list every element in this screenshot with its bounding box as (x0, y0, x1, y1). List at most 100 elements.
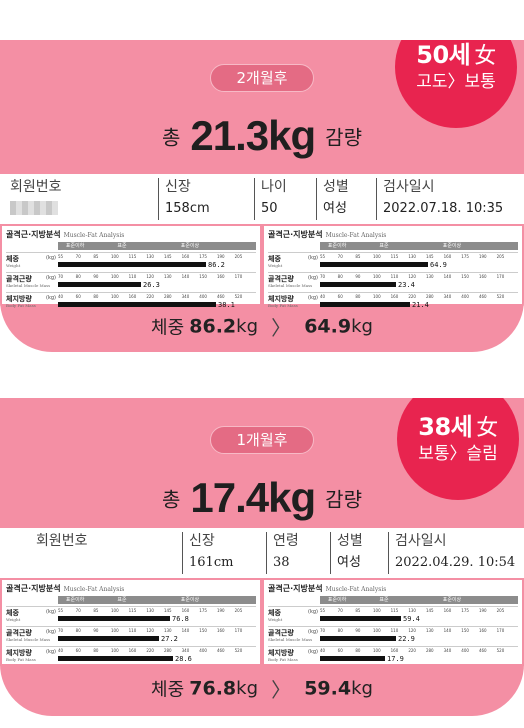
scale-tick: 460 (216, 648, 225, 653)
metric-scale: 70 80 90 100 110 120 130 140 150 160 170 (320, 628, 512, 634)
metric-row: 체중 Weight (kg) 55 70 85 100 115 130 145 160 175 190 2… (268, 252, 518, 272)
metric-name-en: Skeletal Muscle Mass (268, 283, 313, 288)
scale-tick: 150 (461, 274, 469, 279)
metric-name-en: Weight (6, 617, 21, 622)
date-value: 2022.04.29. 10:54 (395, 555, 516, 570)
metric-name: 체중 (268, 255, 281, 263)
metric-bar (320, 282, 396, 287)
scale-tick: 90 (355, 628, 361, 633)
scale-tick: 100 (372, 294, 381, 299)
height-value: 158cm (165, 201, 210, 216)
sex-symbol: 女 (474, 44, 496, 69)
scale-tick: 340 (443, 294, 452, 299)
analysis-title-ko: 골격근·지방분석 (268, 230, 323, 239)
result-card-2: 1개월후 38세 女 보통〉슬림 총 17.4kg 감량 회원번호 신장 161cm … (0, 398, 524, 716)
loss-suffix: 감량 (325, 487, 362, 512)
metric-name: 골격근량 (268, 629, 294, 637)
scale-tick: 40 (320, 294, 326, 299)
scale-tick: 145 (425, 254, 434, 259)
metric-unit: (kg) (308, 295, 318, 301)
scale-tick: 40 (58, 648, 64, 653)
scale-tick: 160 (443, 608, 452, 613)
scale-tick: 85 (93, 608, 99, 613)
scale-tick: 160 (390, 648, 399, 653)
scale-tick: 190 (478, 254, 487, 259)
metric-bar (320, 616, 401, 621)
scale-tick: 130 (146, 254, 154, 259)
scale-tick: 150 (461, 628, 469, 633)
metric-bar (320, 656, 385, 661)
scale-tick: 70 (337, 254, 343, 259)
scale-tick: 130 (425, 628, 434, 633)
metric-unit: (kg) (46, 609, 56, 615)
scale-tick: 55 (58, 608, 64, 613)
scale-tick: 130 (425, 274, 434, 279)
scale-tick: 160 (478, 628, 487, 633)
scale-tick: 115 (128, 254, 137, 259)
metric-name-en: Weight (268, 617, 283, 622)
summary-to: 64.9 (304, 315, 352, 338)
metric-name-en: Body Fat Mass (268, 303, 298, 308)
weight-summary: 체중 76.8kg 〉 59.4kg (0, 674, 524, 703)
scale-tick: 120 (146, 274, 154, 279)
range-legend-label: 표준이상 (442, 597, 462, 603)
scale-tick: 100 (110, 294, 119, 299)
scale-tick: 400 (199, 294, 207, 299)
metric-bar (58, 262, 206, 267)
analysis-title: 골격근·지방분석 Muscle-Fat Analysis (268, 229, 518, 240)
scale-tick: 110 (390, 628, 399, 633)
range-legend: 표준이하 표준 표준이상 (58, 596, 256, 604)
blurred-member-number (10, 201, 58, 215)
summary-from: 76.8 (189, 677, 237, 700)
range-legend-label: 표준 (117, 243, 127, 249)
metric-row: 골격근량 Skeletal Muscle Mass (kg) 70 80 90 100 110… (6, 272, 256, 292)
scale-tick: 85 (355, 254, 361, 259)
scale-tick: 145 (163, 608, 172, 613)
period-pill: 1개월후 (210, 426, 314, 454)
scale-tick: 280 (425, 294, 434, 299)
scale-tick: 140 (181, 274, 190, 279)
metric-unit: (kg) (308, 255, 318, 261)
scale-tick: 170 (496, 274, 505, 279)
scale-tick: 175 (461, 608, 469, 613)
scale-tick: 160 (128, 648, 137, 653)
scale-tick: 160 (181, 254, 190, 259)
sex-label: 성별 (323, 179, 349, 195)
age-info-value: 50 (261, 201, 278, 216)
scale-tick: 100 (110, 274, 119, 279)
analysis-title: 골격근·지방분석 Muscle-Fat Analysis (6, 229, 256, 240)
metric-unit: (kg) (46, 275, 56, 281)
metric-name-en: Weight (6, 263, 21, 268)
scale-tick: 170 (234, 274, 243, 279)
metric-name: 골격근량 (6, 275, 32, 283)
range-legend: 표준이하 표준 표준이상 (320, 242, 518, 250)
loss-headline: 총 17.4kg 감량 (0, 474, 524, 522)
analysis-title: 골격근·지방분석 Muscle-Fat Analysis (268, 583, 518, 594)
member-label: 회원번호 (36, 533, 88, 549)
scale-tick: 115 (128, 608, 137, 613)
age-col: 나이 50 (254, 178, 312, 220)
scale-tick: 340 (443, 648, 452, 653)
scale-tick: 150 (199, 274, 207, 279)
summary-label: 체중 (151, 317, 185, 339)
scale-tick: 460 (478, 648, 487, 653)
summary-unit-to: kg (351, 678, 373, 699)
age-label: 연령 (273, 533, 299, 549)
scale-tick: 55 (320, 254, 326, 259)
body-type-change: 고도〉보통 (416, 72, 496, 92)
age-line: 50세 女 (395, 42, 517, 70)
scale-tick: 70 (75, 254, 81, 259)
scale-tick: 40 (320, 648, 326, 653)
metric-value: 21.4 (412, 301, 429, 309)
scale-tick: 160 (478, 274, 487, 279)
scale-tick: 90 (355, 274, 361, 279)
scale-tick: 280 (425, 648, 434, 653)
metric-value: 26.3 (143, 281, 160, 289)
sex-value: 여성 (323, 201, 347, 216)
metric-row: 체중 Weight (kg) 55 70 85 100 115 130 145 160 175 190 2… (6, 252, 256, 272)
metric-row: 체지방량 Body Fat Mass (kg) 40 60 80 100 160 220 280 3… (268, 646, 518, 666)
metric-scale: 40 60 80 100 160 220 280 340 400 460 520 (58, 294, 250, 300)
scale-tick: 190 (216, 254, 225, 259)
date-label: 검사일시 (395, 533, 447, 549)
metric-name: 체중 (6, 255, 19, 263)
